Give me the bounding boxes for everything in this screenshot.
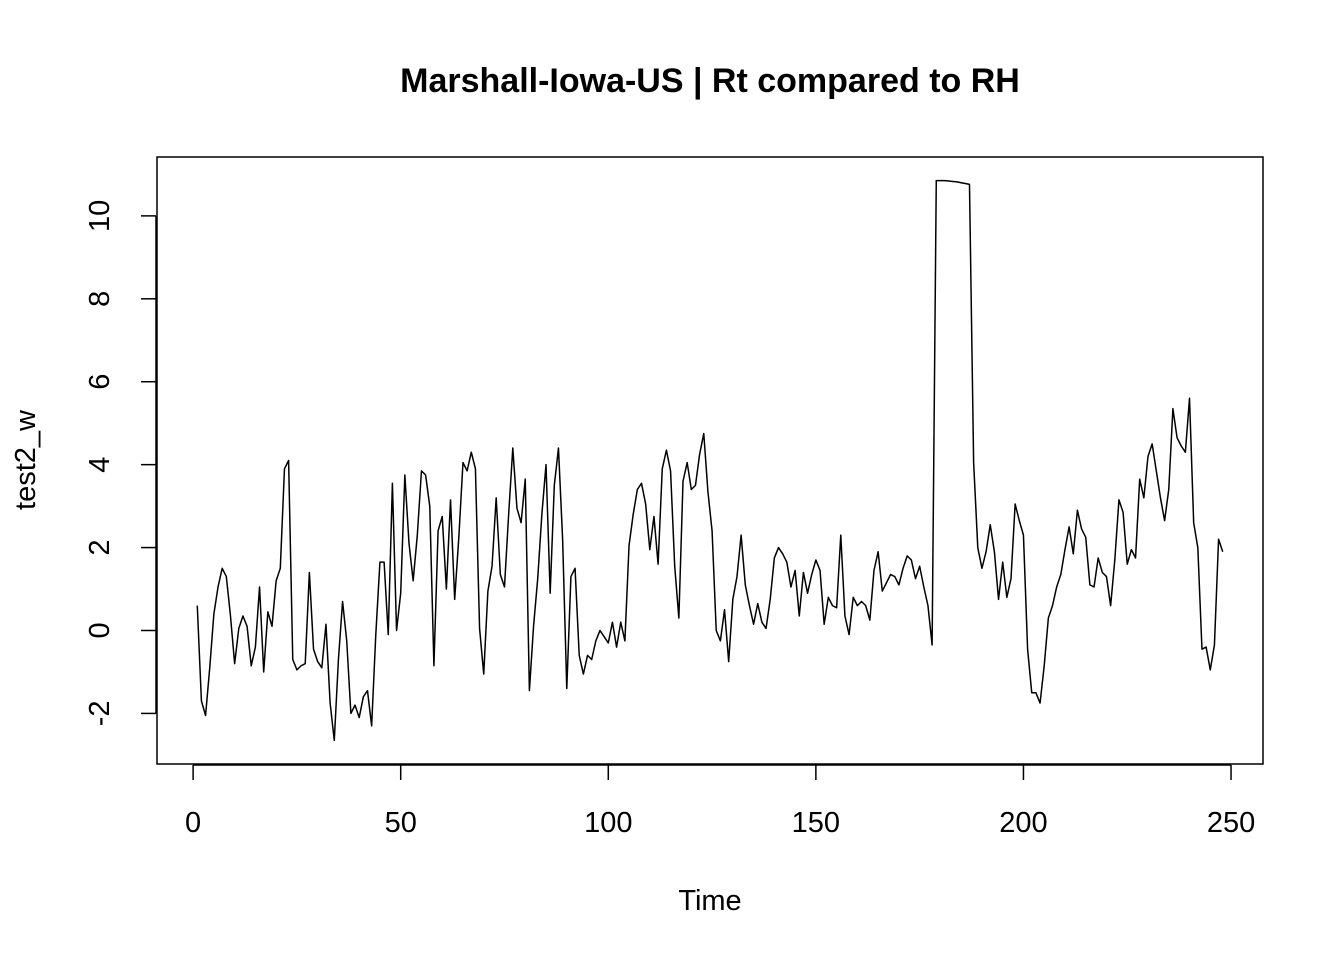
y-axis-label: test2_w [10, 409, 42, 510]
y-tick-label: 0 [84, 622, 116, 638]
x-tick-label: 250 [1207, 807, 1255, 839]
y-tick-label: 10 [84, 200, 116, 232]
x-axis: 0 50 100 150 200 250 [185, 764, 1255, 839]
y-tick-label: 4 [84, 457, 116, 473]
y-tick-label: -2 [84, 701, 116, 727]
plot-box [156, 156, 1264, 765]
chart-title: Marshall-Iowa-US | Rt compared to RH [400, 62, 1020, 100]
series-line-test2-w [196, 179, 1224, 742]
x-tick-label: 150 [792, 807, 840, 839]
x-tick-label: 0 [185, 807, 201, 839]
y-tick-label: 8 [84, 291, 116, 307]
x-tick-label: 50 [385, 807, 417, 839]
x-tick-label: 100 [584, 807, 632, 839]
y-axis: -2 0 2 4 6 8 10 [84, 200, 157, 727]
y-tick-label: 2 [84, 539, 116, 555]
y-tick-label: 6 [84, 374, 116, 390]
x-tick-label: 200 [999, 807, 1047, 839]
x-axis-label: Time [678, 885, 741, 917]
